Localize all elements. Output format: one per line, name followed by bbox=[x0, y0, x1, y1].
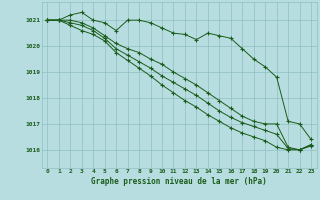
X-axis label: Graphe pression niveau de la mer (hPa): Graphe pression niveau de la mer (hPa) bbox=[91, 177, 267, 186]
